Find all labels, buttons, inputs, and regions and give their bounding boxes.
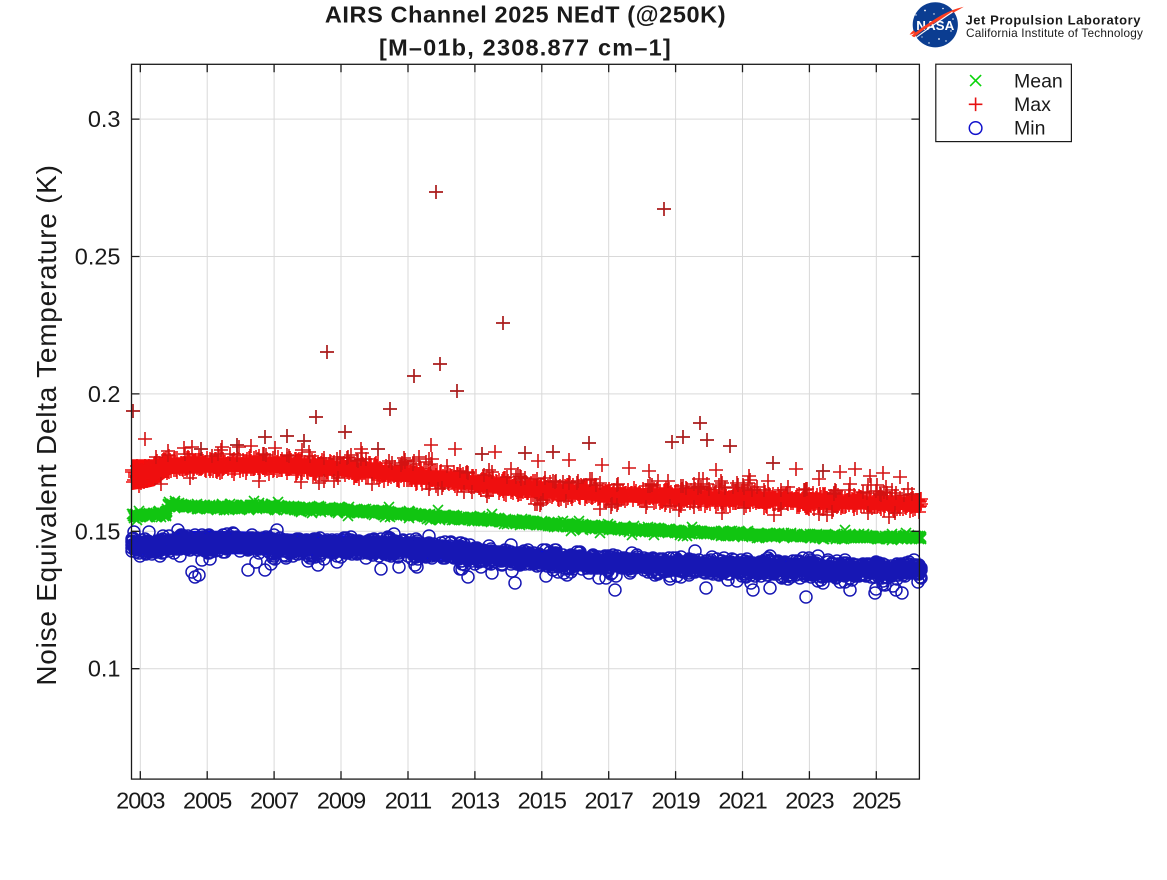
- svg-text:2003: 2003: [116, 788, 165, 814]
- svg-text:2023: 2023: [785, 788, 834, 814]
- svg-text:2025: 2025: [852, 788, 901, 814]
- svg-text:2013: 2013: [451, 788, 500, 814]
- svg-text:2007: 2007: [250, 788, 298, 814]
- svg-text:0.1: 0.1: [88, 656, 121, 682]
- svg-text:2019: 2019: [651, 788, 699, 814]
- svg-text:2015: 2015: [518, 788, 567, 814]
- svg-text:California Institute of Techno: California Institute of Technology: [966, 26, 1143, 40]
- svg-text:Jet Propulsion Laboratory: Jet Propulsion Laboratory: [966, 12, 1142, 27]
- svg-text:0.3: 0.3: [88, 106, 121, 132]
- svg-text:[M–01b, 2308.877 cm–1]: [M–01b, 2308.877 cm–1]: [379, 35, 672, 61]
- svg-text:2011: 2011: [385, 788, 432, 814]
- svg-text:2005: 2005: [183, 788, 232, 814]
- svg-text:Min: Min: [1014, 118, 1045, 140]
- svg-text:2009: 2009: [317, 788, 365, 814]
- svg-text:0.15: 0.15: [75, 518, 121, 544]
- svg-text:Mean: Mean: [1014, 70, 1063, 92]
- svg-text:AIRS Channel 2025 NEdT (@250K): AIRS Channel 2025 NEdT (@250K): [325, 2, 726, 28]
- svg-text:2017: 2017: [585, 788, 633, 814]
- svg-text:Noise Equivalent Delta Tempera: Noise Equivalent Delta Temperature (K): [31, 164, 62, 685]
- svg-text:Max: Max: [1014, 94, 1051, 116]
- svg-text:0.2: 0.2: [88, 381, 121, 407]
- svg-text:2021: 2021: [718, 788, 766, 814]
- svg-text:0.25: 0.25: [75, 244, 121, 270]
- svg-text:NASA: NASA: [916, 18, 955, 33]
